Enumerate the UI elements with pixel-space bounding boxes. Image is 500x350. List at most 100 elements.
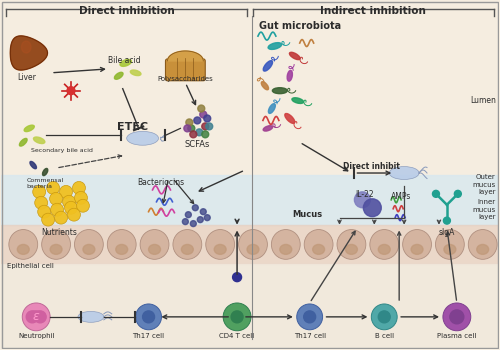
Text: Polysaccharides: Polysaccharides bbox=[158, 76, 213, 82]
Polygon shape bbox=[10, 36, 48, 70]
Circle shape bbox=[50, 193, 62, 205]
Ellipse shape bbox=[9, 230, 38, 259]
Circle shape bbox=[232, 273, 241, 282]
Ellipse shape bbox=[272, 230, 300, 259]
Ellipse shape bbox=[444, 244, 456, 254]
Ellipse shape bbox=[268, 43, 281, 49]
Text: Lumen: Lumen bbox=[470, 96, 496, 105]
Ellipse shape bbox=[120, 60, 132, 66]
Ellipse shape bbox=[468, 230, 497, 259]
Ellipse shape bbox=[83, 244, 95, 254]
Ellipse shape bbox=[476, 244, 488, 254]
Text: Liver: Liver bbox=[17, 73, 36, 82]
Circle shape bbox=[68, 208, 80, 221]
Ellipse shape bbox=[436, 230, 464, 259]
Circle shape bbox=[184, 125, 191, 132]
Text: Secondary bile acid: Secondary bile acid bbox=[31, 148, 93, 153]
Text: Commensal
bacteria: Commensal bacteria bbox=[26, 178, 64, 189]
Ellipse shape bbox=[402, 230, 432, 259]
Text: Nutrients: Nutrients bbox=[41, 228, 77, 237]
Circle shape bbox=[443, 303, 471, 331]
Circle shape bbox=[46, 181, 60, 194]
Text: Plasma cell: Plasma cell bbox=[437, 333, 476, 339]
Ellipse shape bbox=[304, 230, 333, 259]
Circle shape bbox=[454, 190, 462, 197]
Ellipse shape bbox=[42, 168, 48, 176]
Circle shape bbox=[190, 131, 197, 138]
Ellipse shape bbox=[206, 230, 234, 259]
Text: Bacteriocins: Bacteriocins bbox=[137, 178, 184, 187]
Circle shape bbox=[432, 190, 440, 197]
Circle shape bbox=[231, 311, 243, 323]
Ellipse shape bbox=[20, 138, 27, 146]
Ellipse shape bbox=[411, 244, 423, 254]
Ellipse shape bbox=[130, 70, 141, 76]
Circle shape bbox=[223, 303, 251, 331]
Ellipse shape bbox=[285, 113, 294, 124]
Ellipse shape bbox=[268, 104, 276, 113]
Text: IL-22: IL-22 bbox=[355, 190, 374, 199]
Text: Th17 cell: Th17 cell bbox=[132, 333, 164, 339]
Circle shape bbox=[190, 220, 196, 226]
Ellipse shape bbox=[126, 131, 158, 145]
Ellipse shape bbox=[346, 244, 358, 254]
Text: ε: ε bbox=[33, 310, 40, 323]
Ellipse shape bbox=[74, 230, 104, 259]
Circle shape bbox=[42, 213, 54, 226]
Circle shape bbox=[192, 205, 198, 211]
Text: Epithelial cell: Epithelial cell bbox=[8, 263, 54, 269]
Circle shape bbox=[64, 201, 78, 214]
Circle shape bbox=[204, 215, 210, 220]
Ellipse shape bbox=[263, 61, 272, 71]
Bar bbox=[2, 175, 498, 225]
Text: Outer
mucus
layer: Outer mucus layer bbox=[472, 174, 496, 195]
Circle shape bbox=[354, 192, 370, 208]
Text: sIgA: sIgA bbox=[438, 228, 455, 237]
Circle shape bbox=[296, 304, 322, 330]
Ellipse shape bbox=[238, 230, 268, 259]
Circle shape bbox=[200, 209, 206, 215]
Ellipse shape bbox=[173, 230, 202, 259]
Text: ETEC: ETEC bbox=[117, 122, 148, 132]
Circle shape bbox=[54, 211, 68, 224]
Circle shape bbox=[378, 311, 390, 323]
Ellipse shape bbox=[287, 70, 292, 81]
Circle shape bbox=[136, 304, 162, 330]
Text: Neutrophil: Neutrophil bbox=[18, 333, 55, 339]
Circle shape bbox=[198, 105, 205, 112]
Ellipse shape bbox=[148, 244, 160, 254]
Circle shape bbox=[304, 311, 316, 323]
Circle shape bbox=[204, 115, 210, 122]
Text: Th17 cell: Th17 cell bbox=[294, 333, 326, 339]
Circle shape bbox=[142, 311, 154, 323]
Ellipse shape bbox=[292, 98, 304, 104]
Bar bbox=[2, 1, 498, 175]
Text: Gut microbiota: Gut microbiota bbox=[258, 21, 341, 31]
Circle shape bbox=[196, 129, 203, 136]
Circle shape bbox=[67, 87, 75, 94]
Circle shape bbox=[364, 199, 382, 217]
Polygon shape bbox=[22, 41, 31, 53]
Circle shape bbox=[198, 217, 203, 223]
Ellipse shape bbox=[30, 161, 36, 169]
Ellipse shape bbox=[140, 230, 169, 259]
Text: B cell: B cell bbox=[374, 333, 394, 339]
Text: SCFAs: SCFAs bbox=[184, 140, 210, 149]
Bar bbox=[2, 264, 498, 349]
Text: Direct inhibit: Direct inhibit bbox=[343, 162, 400, 171]
Ellipse shape bbox=[114, 72, 123, 79]
Circle shape bbox=[188, 125, 195, 132]
Ellipse shape bbox=[337, 230, 366, 259]
Circle shape bbox=[76, 199, 90, 212]
Ellipse shape bbox=[262, 82, 268, 90]
Ellipse shape bbox=[108, 230, 136, 259]
Text: Bile acid: Bile acid bbox=[108, 56, 141, 65]
Circle shape bbox=[22, 303, 50, 331]
Circle shape bbox=[50, 203, 64, 216]
Circle shape bbox=[182, 219, 188, 225]
Ellipse shape bbox=[280, 244, 292, 254]
Ellipse shape bbox=[370, 230, 398, 259]
Text: Inner
mucus
layer: Inner mucus layer bbox=[472, 199, 496, 220]
Circle shape bbox=[186, 212, 192, 218]
Circle shape bbox=[34, 196, 48, 209]
